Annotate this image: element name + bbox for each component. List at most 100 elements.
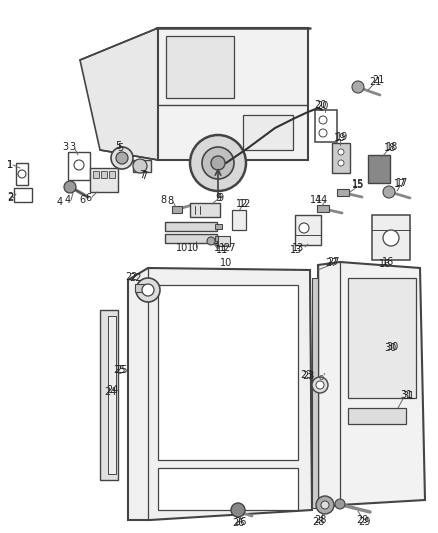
Text: 5: 5 xyxy=(117,143,123,153)
Circle shape xyxy=(321,501,329,509)
Text: o': o' xyxy=(318,374,326,383)
Circle shape xyxy=(231,503,245,517)
Bar xyxy=(372,215,410,260)
Text: 13: 13 xyxy=(290,245,302,255)
Bar xyxy=(165,234,217,243)
Bar xyxy=(165,222,217,231)
Text: 31: 31 xyxy=(402,391,414,401)
Circle shape xyxy=(18,170,26,178)
Circle shape xyxy=(338,160,344,166)
Circle shape xyxy=(74,160,84,170)
Text: 3: 3 xyxy=(69,142,75,152)
Circle shape xyxy=(207,237,215,245)
Text: 3: 3 xyxy=(62,142,68,152)
Text: 21: 21 xyxy=(372,75,384,85)
Text: 16: 16 xyxy=(379,259,391,269)
Text: 4: 4 xyxy=(65,195,71,205)
Text: 20: 20 xyxy=(314,100,326,110)
Text: 28: 28 xyxy=(314,515,326,525)
Text: 6: 6 xyxy=(79,195,85,205)
Circle shape xyxy=(64,181,76,193)
Circle shape xyxy=(316,381,324,389)
Text: 17: 17 xyxy=(394,179,406,189)
Text: 23: 23 xyxy=(300,370,312,380)
Text: 22: 22 xyxy=(126,272,138,282)
Text: 29: 29 xyxy=(356,515,368,525)
Circle shape xyxy=(116,152,128,164)
Circle shape xyxy=(136,278,160,302)
Text: 5: 5 xyxy=(115,141,121,151)
Circle shape xyxy=(111,147,133,169)
Text: 1: 1 xyxy=(7,160,13,170)
Text: 24: 24 xyxy=(104,387,116,397)
Bar xyxy=(295,215,321,245)
Text: 2: 2 xyxy=(7,192,13,202)
Bar xyxy=(218,236,230,246)
Text: 15: 15 xyxy=(352,179,364,189)
Text: 13: 13 xyxy=(292,243,304,253)
Bar xyxy=(100,310,118,480)
Circle shape xyxy=(299,223,309,233)
Circle shape xyxy=(352,81,364,93)
Circle shape xyxy=(383,186,395,198)
Text: 11: 11 xyxy=(214,243,226,253)
Bar xyxy=(348,408,406,424)
Text: 1: 1 xyxy=(7,160,13,170)
Bar xyxy=(243,115,293,150)
Text: 8: 8 xyxy=(167,196,173,206)
Bar xyxy=(332,143,350,173)
Text: 27: 27 xyxy=(328,257,340,267)
Bar xyxy=(337,189,349,196)
Bar xyxy=(158,28,308,160)
Text: 29: 29 xyxy=(358,517,370,527)
Polygon shape xyxy=(80,28,158,160)
Text: 16: 16 xyxy=(382,257,394,267)
Text: 20: 20 xyxy=(316,101,328,111)
Text: 10: 10 xyxy=(187,243,199,253)
Circle shape xyxy=(312,377,328,393)
Polygon shape xyxy=(318,262,425,508)
Text: 9: 9 xyxy=(215,193,221,203)
Text: 22: 22 xyxy=(129,273,141,283)
Text: 27: 27 xyxy=(326,258,338,268)
Circle shape xyxy=(319,116,327,124)
Text: 24: 24 xyxy=(106,385,118,395)
Text: 30: 30 xyxy=(386,342,398,352)
Text: 18: 18 xyxy=(384,143,396,153)
Bar xyxy=(14,188,32,202)
Bar xyxy=(16,163,28,185)
Bar xyxy=(317,205,329,212)
Text: 31: 31 xyxy=(400,390,412,400)
Bar xyxy=(93,171,99,178)
Text: 10: 10 xyxy=(176,243,188,253)
Bar xyxy=(101,171,107,178)
Circle shape xyxy=(335,499,345,509)
Text: 7: 7 xyxy=(141,171,147,181)
Bar xyxy=(68,152,90,180)
Text: 26: 26 xyxy=(234,517,246,527)
Bar xyxy=(90,168,118,192)
Bar xyxy=(166,36,234,98)
Circle shape xyxy=(142,284,154,296)
Circle shape xyxy=(190,135,246,191)
Text: 30: 30 xyxy=(384,343,396,353)
Text: 28: 28 xyxy=(312,517,324,527)
Bar xyxy=(215,224,222,229)
Bar xyxy=(133,160,151,172)
Text: 6: 6 xyxy=(85,193,91,203)
Text: 14: 14 xyxy=(310,195,322,205)
Text: 7: 7 xyxy=(139,170,145,180)
Bar xyxy=(232,210,246,230)
Circle shape xyxy=(338,149,344,155)
Text: 2: 2 xyxy=(7,193,13,203)
Bar xyxy=(348,278,416,398)
Text: 10: 10 xyxy=(220,258,232,268)
Polygon shape xyxy=(128,268,312,520)
Bar xyxy=(158,468,298,510)
Bar xyxy=(158,285,298,460)
Text: 12: 12 xyxy=(239,199,251,209)
Text: 25: 25 xyxy=(114,365,126,375)
Bar xyxy=(312,278,318,508)
Text: 25: 25 xyxy=(116,365,128,375)
Circle shape xyxy=(133,159,147,173)
